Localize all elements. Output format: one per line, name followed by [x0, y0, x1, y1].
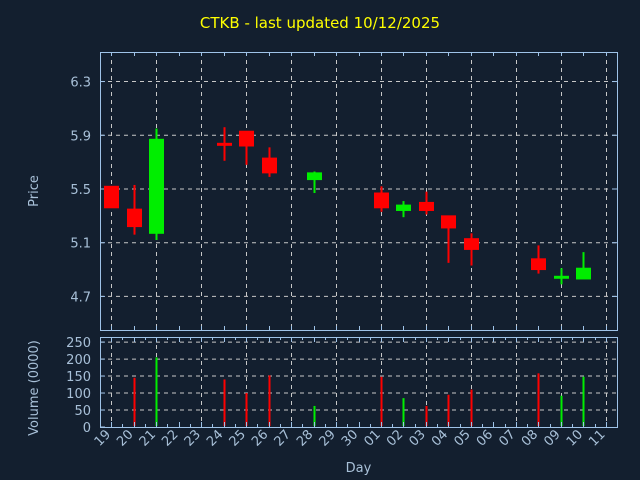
candle-body: [127, 208, 142, 228]
volume-ytick-label: 50: [74, 404, 91, 419]
candlestick: [554, 268, 569, 285]
candlestick: [464, 233, 479, 266]
day-xtick-label: 25: [227, 427, 249, 449]
day-xtick-label: 06: [474, 427, 496, 449]
candlestick: [262, 147, 277, 177]
candlestick: [396, 201, 411, 218]
candlestick: [104, 185, 119, 209]
day-xtick-label: 27: [272, 427, 294, 449]
price-axis-label: Price: [27, 175, 42, 207]
candlestick: [239, 130, 254, 165]
candlestick: [531, 245, 546, 274]
price-ytick-label: 4.7: [70, 290, 91, 305]
candle-body: [239, 130, 254, 147]
day-xtick-label: 05: [451, 427, 473, 449]
candle-body: [419, 201, 434, 211]
volume-axes-frame: [100, 337, 618, 428]
day-xtick-label: 22: [159, 427, 181, 449]
candle-body: [576, 267, 591, 280]
chart-title: CTKB - last updated 10/12/2025: [199, 14, 441, 32]
day-xtick-label: 07: [496, 427, 518, 449]
candlestick: [127, 184, 142, 235]
candlestick: [441, 215, 456, 263]
volume-ytick-label: 150: [66, 370, 91, 385]
day-xtick-label: 04: [429, 427, 451, 449]
price-axes-frame: [100, 52, 618, 331]
candle-body: [531, 258, 546, 271]
candle-body: [374, 192, 389, 209]
candle-body: [554, 275, 569, 279]
price-ytick-label: 6.3: [70, 76, 91, 91]
day-xtick-label: 29: [317, 427, 339, 449]
day-xtick-label: 19: [92, 427, 114, 449]
candle-body: [464, 238, 479, 250]
day-xtick-label: 10: [564, 427, 586, 449]
candle-body: [104, 185, 119, 209]
day-xtick-label: 01: [361, 427, 383, 449]
candle-body: [262, 157, 277, 174]
day-axis-label: Day: [346, 461, 372, 476]
day-xtick-label: 30: [339, 427, 361, 449]
day-xtick-label: 02: [384, 427, 406, 449]
candlestick: [307, 171, 322, 194]
day-xtick-label: 23: [182, 427, 204, 449]
volume-ytick-label: 250: [66, 336, 91, 351]
price-ytick-label: 5.1: [70, 237, 91, 252]
day-xtick-label: 08: [519, 427, 541, 449]
candlestick: [217, 127, 232, 161]
day-xtick-label: 28: [294, 427, 316, 449]
candlestick: [419, 191, 434, 215]
candle-body: [307, 172, 322, 181]
day-xtick-label: 21: [137, 427, 159, 449]
candle-body: [396, 204, 411, 211]
price-ytick-label: 5.9: [70, 129, 91, 144]
candle-body: [149, 138, 164, 234]
day-xtick-label: 09: [541, 427, 563, 449]
candlestick: [576, 252, 591, 280]
candlestick: [149, 128, 164, 241]
candle-body: [441, 215, 456, 229]
candlestick: [374, 186, 389, 212]
day-xtick-label: 26: [249, 427, 271, 449]
day-xtick-label: 24: [204, 427, 226, 449]
price-ytick-label: 5.5: [70, 183, 91, 198]
day-xtick-label: 11: [586, 427, 608, 449]
day-xtick-label: 20: [114, 427, 136, 449]
volume-ytick-label: 200: [66, 353, 91, 368]
volume-axis-label: Volume (0000): [27, 340, 42, 436]
candle-body: [217, 142, 232, 146]
volume-ytick-label: 100: [66, 387, 91, 402]
volume-ytick-label: 0: [83, 421, 91, 436]
day-xtick-label: 03: [406, 427, 428, 449]
